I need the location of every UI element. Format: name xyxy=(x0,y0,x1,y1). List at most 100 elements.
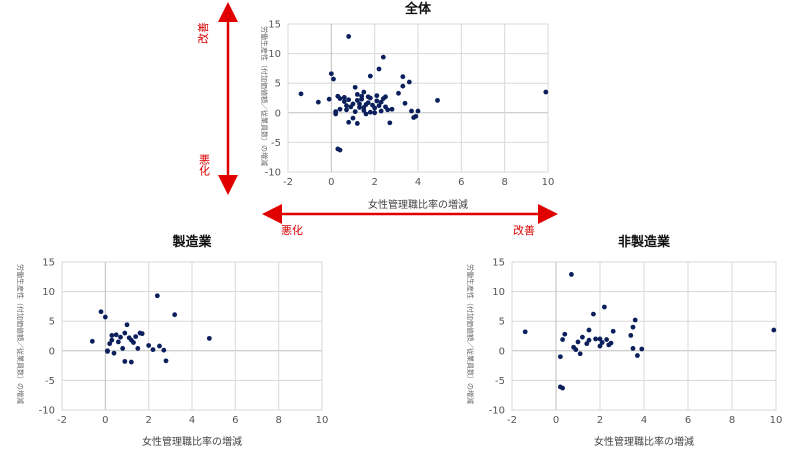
chart-non-manufacturing: 非製造業 -10 -5 0 5 10 15 -2 0 2 4 6 8 10 女性管理職比率の増減 労働生産性（… xyxy=(466,234,782,448)
chart-manufacturing: 製造業 -10 -5 0 5 10 15 -2 0 2 4 6 8 10 女性管理職比率の増減 労働生産性（付… xyxy=(16,234,328,448)
scatter-point xyxy=(558,354,563,360)
y-tick-label: 15 xyxy=(42,258,55,269)
scatter-point xyxy=(628,333,634,338)
scatter-point xyxy=(376,103,382,109)
scatter-point xyxy=(115,339,121,345)
scatter-point xyxy=(560,385,565,391)
scatter-point xyxy=(597,343,603,349)
scatter-point xyxy=(630,346,636,351)
scatter-point xyxy=(406,79,412,85)
scatter-point xyxy=(367,109,373,115)
scatter-point xyxy=(372,110,378,116)
x-tick-label: 2 xyxy=(597,415,603,426)
x-tick-label: 4 xyxy=(641,415,647,426)
scatter-point xyxy=(161,347,167,353)
chart-all: 全体 -10 -5 0 5 10 15 -2 0 2 4 6 8 10 女性管理職比率の増減 労働生産性（付加… xyxy=(260,1,554,211)
scatter-point xyxy=(562,331,568,337)
scatter-point xyxy=(435,97,440,103)
scatter-point xyxy=(326,96,332,102)
scatter-point xyxy=(341,95,347,100)
scatter-point xyxy=(146,343,152,348)
scatter-point xyxy=(344,103,349,109)
x-tick-label: 6 xyxy=(232,415,238,426)
scatter-point xyxy=(346,34,352,39)
scatter-point xyxy=(361,108,367,113)
y-tick-label: -10 xyxy=(39,406,55,417)
x-tick-label: -2 xyxy=(507,415,517,426)
x-tick-label: 10 xyxy=(542,177,555,188)
scatter-point xyxy=(630,324,636,330)
scatter-point xyxy=(575,339,581,345)
scatter-point xyxy=(122,330,128,336)
scatter-point xyxy=(354,97,360,103)
y-tick-label: -5 xyxy=(495,376,505,387)
scatter-point xyxy=(341,99,347,104)
y-tick-label: 15 xyxy=(492,258,505,269)
scatter-point xyxy=(357,105,362,110)
scatter-point xyxy=(328,71,334,77)
scatter-point xyxy=(105,348,110,354)
y-axis-label: 労働生産性（付加価値額／従業員数）の増減 xyxy=(16,264,25,404)
scatter-point xyxy=(593,336,598,342)
scatter-point xyxy=(124,322,130,328)
x-tick-label: -2 xyxy=(57,415,67,426)
x-axis-label: 女性管理職比率の増減 xyxy=(368,198,468,211)
scatter-point xyxy=(573,347,579,353)
x-tick-label: 10 xyxy=(770,415,783,426)
x-tick-label: 4 xyxy=(415,177,421,188)
scatter-point xyxy=(350,115,356,121)
scatter-point xyxy=(569,272,574,277)
y-tick-label: -5 xyxy=(45,376,55,387)
scatter-point xyxy=(602,304,607,310)
scatter-point xyxy=(367,73,373,79)
scatter-point xyxy=(89,338,95,344)
scatter-point xyxy=(352,109,358,115)
scatter-point xyxy=(771,327,777,333)
scatter-point xyxy=(109,337,115,343)
y-axis-label: 労働生産性（付加価値額／従業員数）の増減 xyxy=(260,26,269,166)
scatter-point xyxy=(352,84,358,90)
scatter-point xyxy=(150,347,156,353)
scatter-point xyxy=(346,97,352,103)
y-tick-label: 5 xyxy=(499,317,505,328)
scatter-point xyxy=(378,108,384,114)
scatter-point xyxy=(357,101,362,107)
scatter-point xyxy=(172,312,178,318)
scatter-point xyxy=(113,332,119,338)
x-tick-label: 0 xyxy=(553,415,559,426)
scatter-point xyxy=(380,54,386,60)
scatter-point xyxy=(354,92,360,97)
y-tick-label: 10 xyxy=(492,287,505,298)
x-tick-label: 6 xyxy=(458,177,464,188)
x-tick-label: 8 xyxy=(729,415,735,426)
x-tick-label: 6 xyxy=(685,415,691,426)
x-tick-label: 0 xyxy=(102,415,108,426)
scatter-point xyxy=(315,99,321,105)
x-tick-label: 8 xyxy=(275,415,281,426)
worsen-vertical-label: 悪化 xyxy=(198,154,211,177)
y-tick-label: 15 xyxy=(268,20,281,31)
scatter-point xyxy=(409,108,414,114)
scatter-point xyxy=(415,108,421,114)
scatter-point xyxy=(359,96,365,102)
scatter-point xyxy=(604,337,609,342)
scatter-point xyxy=(98,309,104,315)
scatter-point xyxy=(363,111,369,117)
scatter-point xyxy=(346,119,352,125)
scatter-point xyxy=(331,76,336,82)
scatter-point xyxy=(387,120,393,126)
improve-vertical-label: 改善 xyxy=(196,22,210,44)
scatter-point xyxy=(635,353,640,358)
scatter-point xyxy=(580,334,585,340)
scatter-point xyxy=(632,317,638,323)
y-axis-label: 労働生産性（付加価値額／従業員数）の増減 xyxy=(466,264,475,404)
scatter-point xyxy=(597,336,603,342)
scatter-point xyxy=(608,340,614,346)
scatter-point xyxy=(139,331,145,337)
x-tick-label: 2 xyxy=(371,177,377,188)
scatter-point xyxy=(599,340,605,345)
scatter-point xyxy=(111,350,117,356)
scatter-point xyxy=(154,293,160,299)
scatter-point xyxy=(128,359,134,365)
scatter-point xyxy=(560,337,565,342)
